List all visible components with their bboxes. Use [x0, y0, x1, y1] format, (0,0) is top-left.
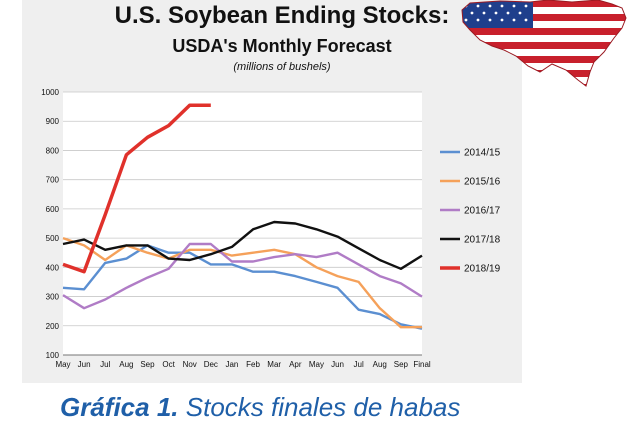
chart-units: (millions of bushels)	[233, 61, 331, 73]
x-tick-label: Feb	[246, 360, 260, 369]
y-tick-label: 300	[46, 293, 60, 302]
legend-label: 2015/16	[464, 177, 501, 188]
caption-bold: Gráfica 1.	[60, 392, 179, 422]
chart-subtitle: USDA's Monthly Forecast	[172, 36, 392, 56]
y-tick-label: 900	[46, 117, 60, 126]
y-tick-label: 800	[46, 146, 60, 155]
x-tick-label: Sep	[140, 360, 155, 369]
x-tick-label: Oct	[162, 360, 175, 369]
figure-caption: Gráfica 1. Stocks finales de habas	[60, 392, 460, 423]
x-tick-label: Aug	[373, 360, 387, 369]
x-tick-label: Jun	[78, 360, 91, 369]
y-tick-label: 200	[46, 322, 60, 331]
y-tick-label: 1000	[41, 88, 59, 97]
y-tick-label: 100	[46, 351, 60, 360]
y-tick-label: 400	[46, 263, 60, 272]
x-tick-label: Sep	[394, 360, 409, 369]
y-tick-label: 500	[46, 234, 60, 243]
x-tick-label: Jul	[354, 360, 364, 369]
x-tick-label: Jun	[331, 360, 344, 369]
x-tick-label: Jan	[225, 360, 238, 369]
legend-label: 2016/17	[464, 206, 501, 217]
x-tick-label: Dec	[204, 360, 218, 369]
caption-text: Stocks finales de habas	[185, 392, 461, 422]
series-line	[62, 220, 423, 270]
x-tick-label: May	[309, 360, 324, 369]
x-tick-label: May	[55, 360, 70, 369]
y-tick-label: 600	[46, 205, 60, 214]
series-line	[62, 244, 423, 330]
x-tick-label: Aug	[119, 360, 133, 369]
legend-label: 2017/18	[464, 235, 501, 246]
series-line	[62, 103, 211, 274]
x-tick-label: Apr	[289, 360, 302, 369]
y-tick-label: 700	[46, 176, 60, 185]
x-tick-label: Final	[413, 360, 431, 369]
series-line	[62, 236, 422, 329]
legend-label: 2018/19	[464, 264, 501, 275]
series-line	[62, 242, 423, 310]
x-tick-label: Nov	[183, 360, 197, 369]
legend-label: 2014/15	[464, 148, 501, 159]
chart-title: U.S. Soybean Ending Stocks:	[114, 2, 450, 29]
x-tick-label: Jul	[100, 360, 110, 369]
x-tick-label: Mar	[267, 360, 281, 369]
